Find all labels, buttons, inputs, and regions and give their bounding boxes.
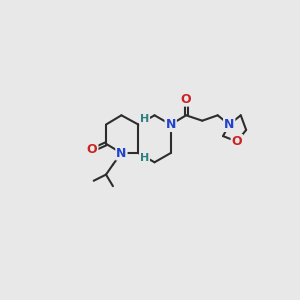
Text: N: N <box>166 118 176 131</box>
Text: O: O <box>181 93 191 106</box>
Text: N: N <box>224 118 234 131</box>
Text: H: H <box>140 114 149 124</box>
Text: H: H <box>140 153 149 163</box>
Text: O: O <box>87 143 98 157</box>
Text: N: N <box>116 146 127 160</box>
Text: O: O <box>232 135 242 148</box>
